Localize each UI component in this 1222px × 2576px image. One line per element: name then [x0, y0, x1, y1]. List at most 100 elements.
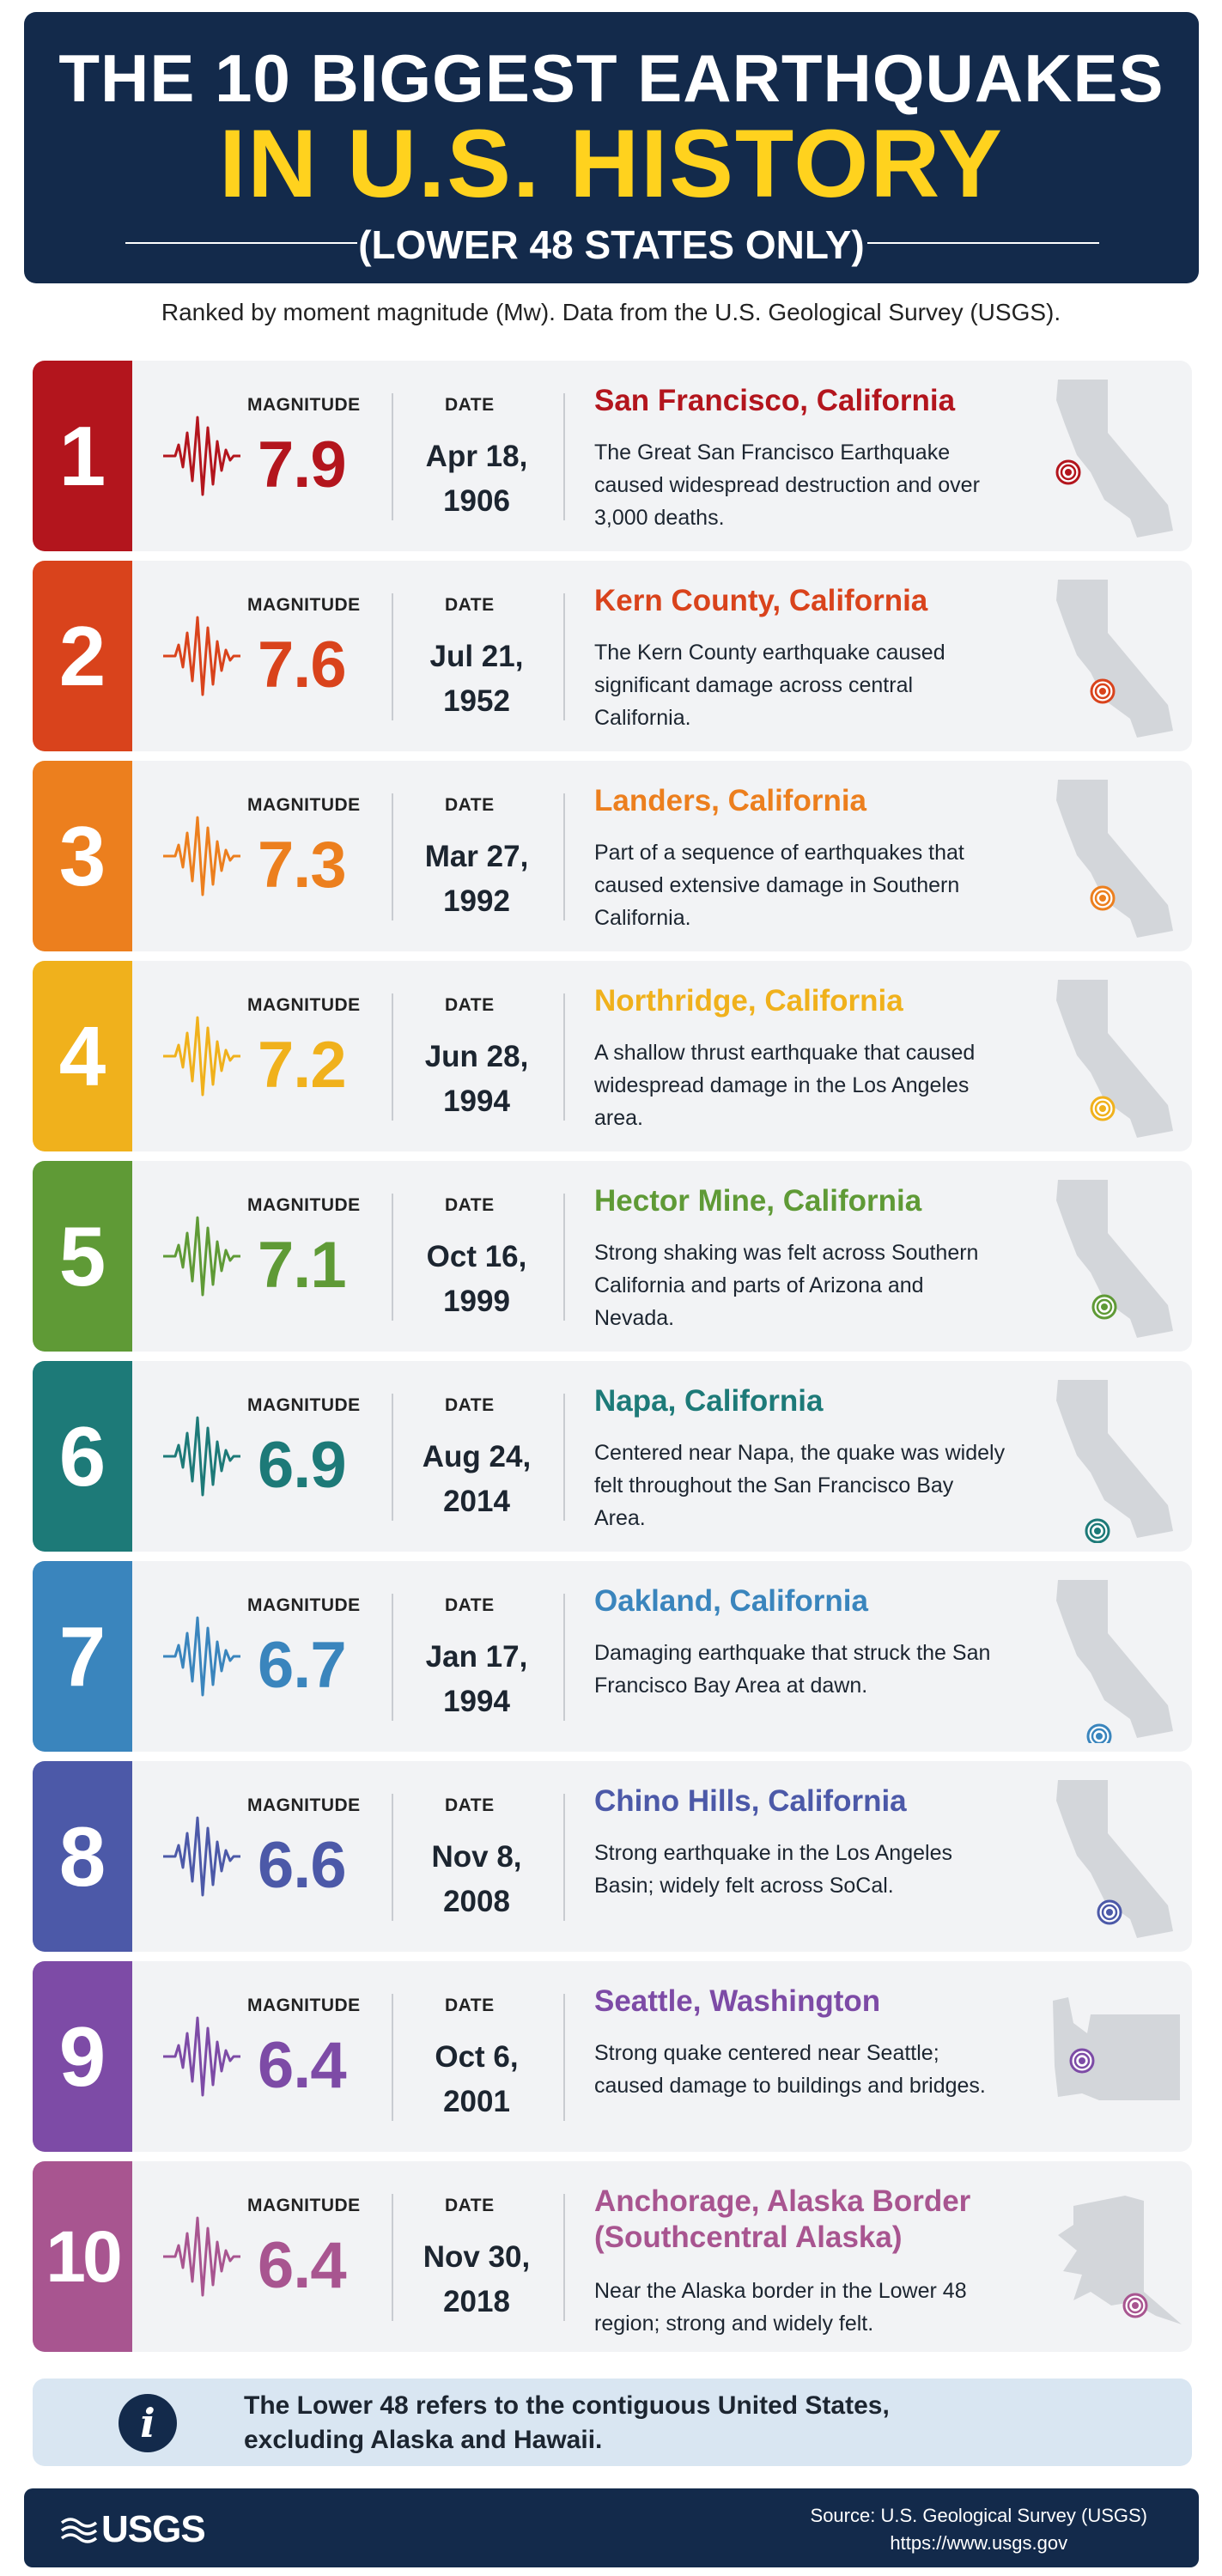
- location-title: Northridge, California: [594, 984, 903, 1018]
- magnitude-value: 7.1: [258, 1229, 347, 1302]
- california-map: [1056, 580, 1173, 738]
- epicenter-marker-icon: [1097, 1899, 1122, 1925]
- quake-row: 1 MAGNITUDE 7.9 DATE Apr 18, 1906 San Fr…: [33, 361, 1192, 551]
- title-banner: THE 10 BIGGEST EARTHQUAKES IN U.S. HISTO…: [24, 12, 1199, 283]
- quake-description: Part of a sequence of earthquakes that c…: [594, 841, 964, 930]
- epicenter-marker-icon: [1090, 678, 1116, 704]
- date-label: DATE: [445, 2196, 495, 2215]
- magnitude-value: 7.3: [258, 829, 347, 902]
- column-divider: [563, 993, 565, 1121]
- column-divider: [392, 1594, 393, 1721]
- date-label: DATE: [445, 1595, 495, 1615]
- rank-badge: 7: [33, 1561, 132, 1752]
- date-year: 2014: [443, 1485, 510, 1518]
- location-title: San Francisco, California: [594, 384, 956, 417]
- date-month-day: Aug 24,: [422, 1440, 532, 1473]
- quake-row: 10 MAGNITUDE 6.4 DATE Nov 30, 2018 Ancho…: [33, 2161, 1192, 2352]
- date-month-day: Jun 28,: [424, 1040, 529, 1073]
- date-label: DATE: [445, 1795, 495, 1815]
- rank-badge: 6: [33, 1361, 132, 1552]
- seismograph-icon: [163, 616, 240, 696]
- source-url-link[interactable]: https://www.usgs.gov: [890, 2532, 1068, 2554]
- rank-badge: 4: [33, 961, 132, 1151]
- location-title: Seattle, Washington: [594, 1984, 881, 2018]
- date-label: DATE: [445, 795, 495, 815]
- rank-badge: 3: [33, 761, 132, 951]
- column-divider: [563, 1594, 565, 1721]
- column-divider: [563, 1394, 565, 1521]
- quake-description: The Great San Francisco Earthquake cause…: [594, 440, 980, 530]
- epicenter-marker-icon: [1055, 459, 1081, 485]
- column-divider: [392, 793, 393, 920]
- location-title: Landers, California: [594, 784, 867, 817]
- california-map: [1056, 1380, 1173, 1543]
- location-title: Hector Mine, California: [594, 1184, 922, 1218]
- title-line-2: IN U.S. HISTORY: [219, 110, 1004, 217]
- date-year: 1906: [443, 484, 510, 518]
- magnitude-value: 6.4: [258, 2229, 347, 2302]
- magnitude-label: MAGNITUDE: [247, 1996, 361, 2015]
- date-year: 2001: [443, 2085, 510, 2118]
- date-month-day: Mar 27,: [424, 840, 529, 873]
- magnitude-value: 6.6: [258, 1829, 347, 1902]
- washington-map: [1053, 1997, 1180, 2100]
- rank-badge: 8: [33, 1761, 132, 1952]
- date-value: Nov 30, 2018: [404, 2235, 550, 2324]
- quake-row: 9 MAGNITUDE 6.4 DATE Oct 6, 2001 Seattle…: [33, 1961, 1192, 2152]
- magnitude-value: 6.7: [258, 1629, 347, 1702]
- magnitude-value: 7.2: [258, 1029, 347, 1102]
- date-label: DATE: [445, 395, 495, 415]
- intro-text: Ranked by moment magnitude (Mw). Data fr…: [161, 299, 1061, 325]
- note-text: The Lower 48 refers to the contiguous Un…: [244, 2391, 890, 2454]
- quake-description: Near the Alaska border in the Lower 48 r…: [594, 2279, 967, 2336]
- quake-row: 5 MAGNITUDE 7.1 DATE Oct 16, 1999 Hector…: [33, 1161, 1192, 1352]
- seismograph-icon: [163, 816, 240, 896]
- date-year: 1952: [443, 684, 510, 718]
- california-map: [1056, 980, 1173, 1138]
- quake-description: Centered near Napa, the quake was widely…: [594, 1441, 1006, 1530]
- column-divider: [563, 393, 565, 520]
- magnitude-label: MAGNITUDE: [247, 1595, 361, 1615]
- epicenter-marker-icon: [1085, 1518, 1110, 1543]
- seismograph-icon: [163, 1616, 240, 1697]
- magnitude-label: MAGNITUDE: [247, 1395, 361, 1415]
- california-map: [1055, 380, 1173, 538]
- quake-description: A shallow thrust earthquake that caused …: [594, 1041, 976, 1130]
- date-month-day: Nov 30,: [423, 2240, 531, 2274]
- location-title: Napa, California: [594, 1384, 824, 1418]
- rank-badge: 9: [33, 1961, 132, 2152]
- alaska-map: [1058, 2196, 1182, 2324]
- date-value: Jun 28, 1994: [404, 1035, 550, 1124]
- column-divider: [563, 1994, 565, 2121]
- magnitude-value: 7.9: [258, 428, 347, 501]
- rank-badge: 2: [33, 561, 132, 751]
- quake-description: Strong earthquake in the Los Angeles Bas…: [594, 1841, 952, 1898]
- location-title: Kern County, California: [594, 584, 928, 617]
- date-month-day: Oct 16,: [426, 1240, 527, 1273]
- magnitude-value: 6.9: [258, 1429, 347, 1502]
- date-value: Mar 27, 1992: [404, 835, 550, 924]
- epicenter-marker-icon: [1090, 885, 1116, 911]
- date-value: Oct 16, 1999: [404, 1235, 550, 1324]
- date-value: Aug 24, 2014: [404, 1435, 550, 1524]
- subtitle-rule-left: [125, 242, 357, 244]
- subtitle-rule-right: [867, 242, 1099, 244]
- info-icon: i: [119, 2394, 177, 2452]
- date-label: DATE: [445, 1195, 495, 1215]
- quake-row: 4 MAGNITUDE 7.2 DATE Jun 28, 1994 Northr…: [33, 961, 1192, 1151]
- usgs-wave-icon: [60, 2518, 98, 2543]
- date-year: 2018: [443, 2285, 510, 2318]
- magnitude-label: MAGNITUDE: [247, 795, 361, 815]
- california-map: [1056, 1780, 1173, 1938]
- date-value: Nov 8, 2008: [404, 1835, 550, 1924]
- quake-row: 8 MAGNITUDE 6.6 DATE Nov 8, 2008 Chino H…: [33, 1761, 1192, 1952]
- date-value: Apr 18, 1906: [404, 434, 550, 524]
- epicenter-marker-icon: [1086, 1723, 1112, 1743]
- date-value: Jan 17, 1994: [404, 1635, 550, 1724]
- date-year: 1994: [443, 1685, 510, 1718]
- info-note: i The Lower 48 refers to the contiguous …: [33, 2379, 1192, 2466]
- date-month-day: Nov 8,: [431, 1840, 522, 1874]
- date-value: Oct 6, 2001: [404, 2035, 550, 2124]
- location-title: Oakland, California: [594, 1584, 868, 1618]
- usgs-logo-text: USGS: [101, 2508, 206, 2550]
